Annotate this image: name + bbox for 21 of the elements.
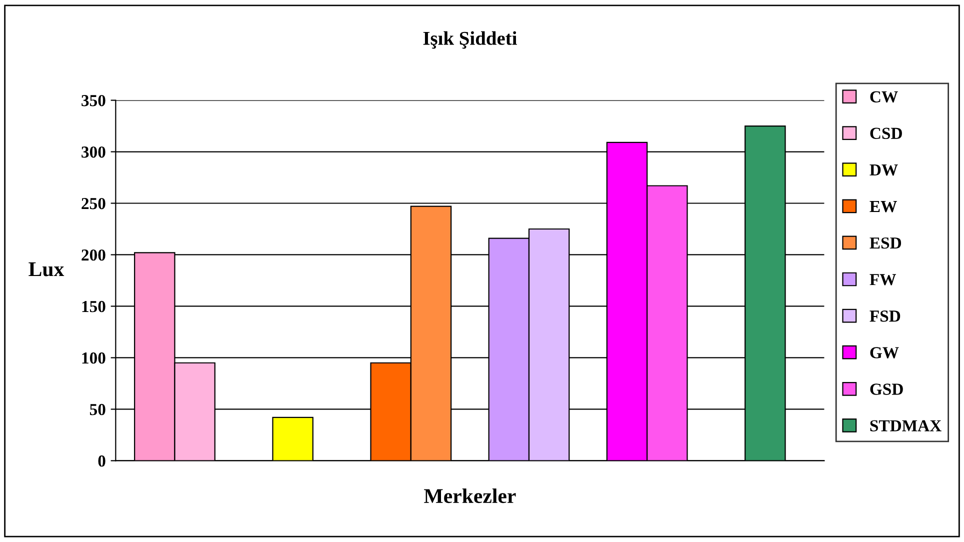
legend-label: GSD: [870, 384, 903, 395]
y-tick-label: 200: [82, 249, 106, 261]
legend-label: FSD: [870, 310, 900, 322]
y-tick-label: 50: [90, 404, 106, 416]
y-tick-label: 300: [82, 146, 106, 158]
legend-label: ESD: [870, 237, 902, 249]
legend-label: STDMAX: [870, 420, 942, 432]
legend-label: GW: [870, 347, 899, 358]
y-tick-label: 150: [82, 300, 106, 312]
y-tick-label: 0: [98, 455, 106, 467]
x-axis-title: Merkezler: [424, 488, 516, 504]
y-axis-title: Lux: [28, 262, 64, 276]
legend-label: CW: [870, 91, 898, 103]
legend-label: DW: [870, 164, 898, 176]
y-tick-label: 100: [82, 352, 106, 364]
legend-label: EW: [870, 201, 897, 212]
y-tick-label: 350: [82, 94, 106, 106]
legend-label: CSD: [870, 128, 902, 140]
legend-label: FW: [870, 274, 896, 286]
y-tick-label: 250: [82, 198, 106, 210]
chart-title: Işık Şiddeti: [423, 31, 517, 49]
